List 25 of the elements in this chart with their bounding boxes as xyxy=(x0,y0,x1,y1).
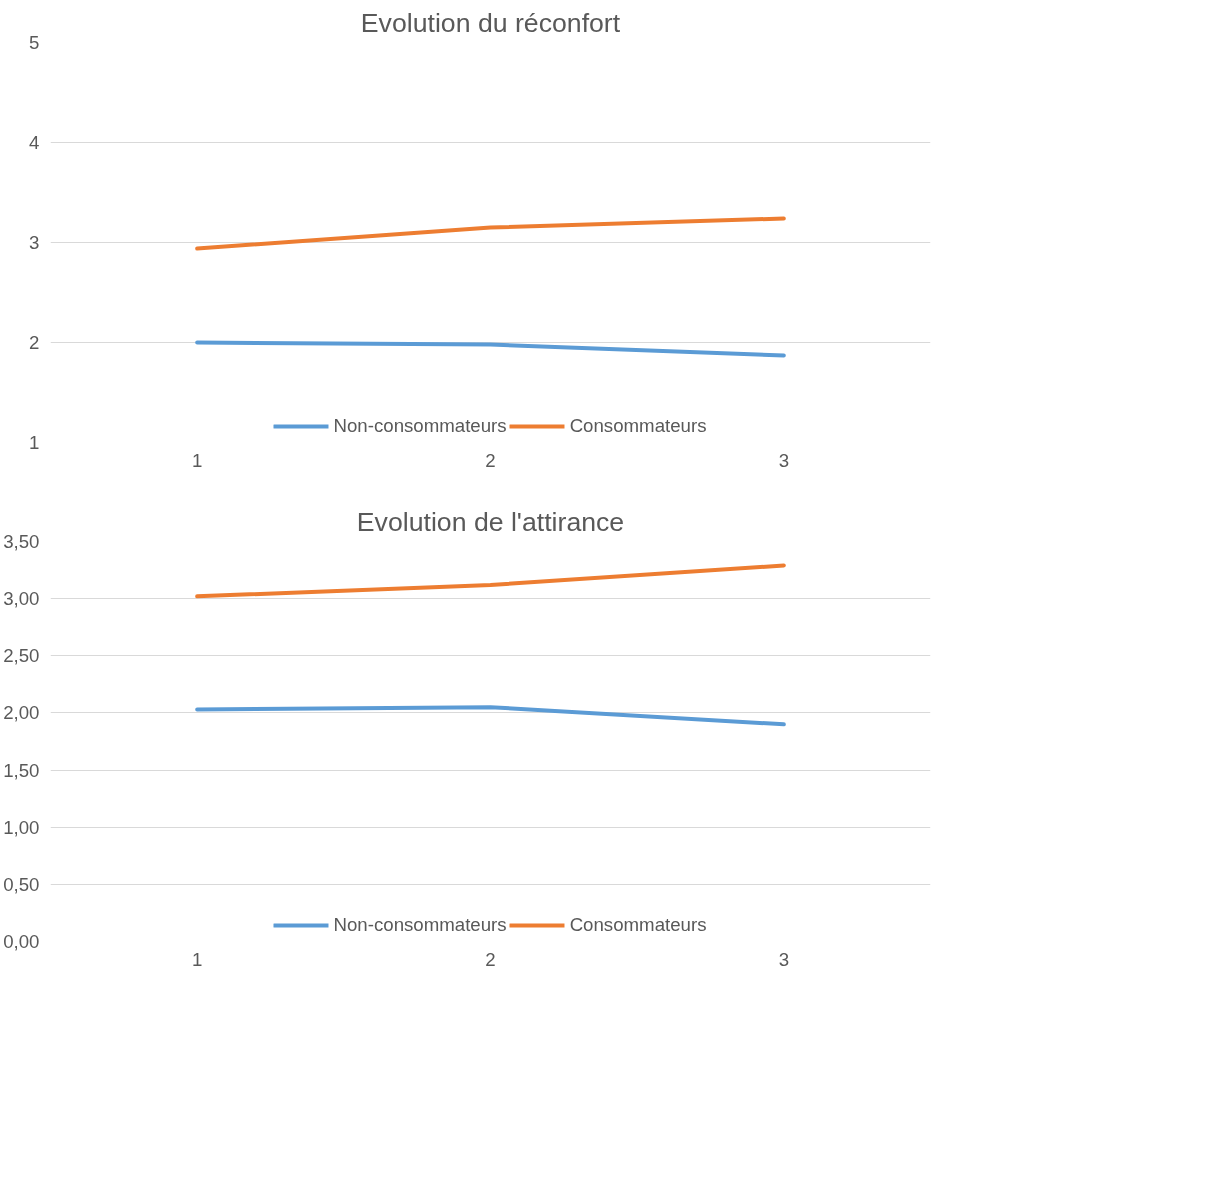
y-tick-label: 3,50 xyxy=(3,531,40,552)
legend-label: Consommateurs xyxy=(569,415,707,437)
legend-label: Non-consommateurs xyxy=(333,914,507,936)
chart-title: Evolution de l'attirance xyxy=(356,506,625,537)
y-tick-label: 2,50 xyxy=(3,645,40,667)
x-tick-label: 3 xyxy=(778,449,790,471)
legend-label: Non-consommateurs xyxy=(333,415,507,437)
y-tick-label: 1,00 xyxy=(3,816,40,838)
y-tick-label: 3 xyxy=(29,232,40,253)
y-tick-label: 0,00 xyxy=(3,931,40,952)
x-tick-label: 2 xyxy=(485,948,496,970)
y-tick-label: 4 xyxy=(29,132,40,153)
x-tick-label: 1 xyxy=(191,449,203,471)
y-tick-label: 1 xyxy=(29,432,40,453)
y-tick-label: 2 xyxy=(29,332,40,353)
x-tick-label: 2 xyxy=(485,449,496,471)
y-tick-label: 0,50 xyxy=(3,873,40,895)
chart-title: Evolution du réconfort xyxy=(360,7,621,38)
y-tick-label: 1,50 xyxy=(3,759,40,781)
x-tick-label: 3 xyxy=(778,948,790,970)
x-tick-label: 1 xyxy=(191,948,203,970)
y-tick-label: 3,00 xyxy=(3,588,40,610)
y-tick-label: 2,00 xyxy=(3,702,40,724)
legend-label: Consommateurs xyxy=(569,914,707,936)
y-tick-label: 5 xyxy=(29,32,40,53)
